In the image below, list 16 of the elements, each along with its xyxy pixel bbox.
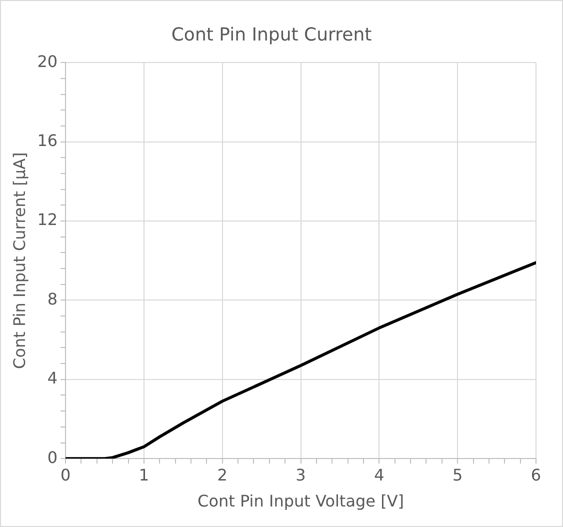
x-tick-label: 6 [530,465,542,484]
x-axis-title: Cont Pin Input Voltage [V] [198,492,404,511]
x-tick-label: 2 [217,465,228,484]
y-axis-title: Cont Pin Input Current [μA] [10,152,29,369]
y-tick-label: 16 [37,130,58,150]
x-tick-label: 1 [138,465,150,484]
x-tick-label: 4 [374,465,384,484]
y-tick-label: 4 [47,368,58,388]
x-tick-label: 3 [296,465,306,484]
y-tick-label: 0 [47,448,58,467]
x-tick-label: 0 [60,465,71,484]
chart-title: Cont Pin Input Current [171,24,372,46]
y-tick-label: 8 [47,289,58,308]
y-tick-label: 12 [37,210,58,230]
y-tick-label: 20 [37,52,58,71]
x-tick-label: 5 [452,465,463,484]
